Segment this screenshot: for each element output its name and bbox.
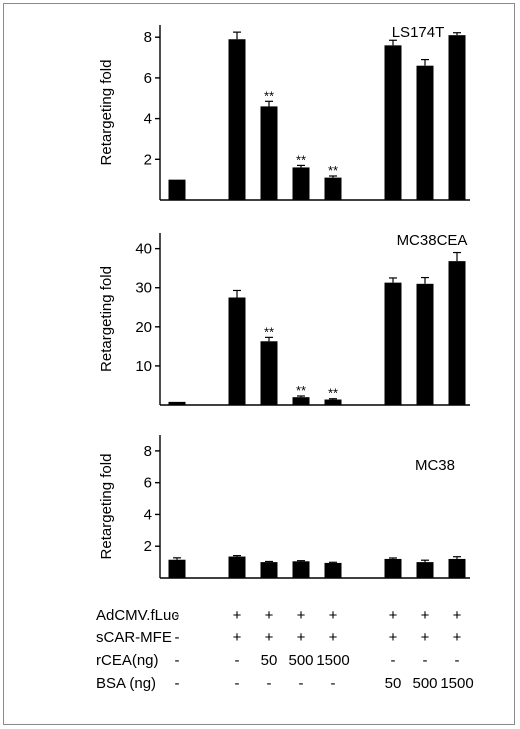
condition-value: - — [175, 652, 180, 669]
panel-title: MC38CEA — [397, 232, 468, 249]
y-tick-label: 6 — [144, 70, 152, 87]
bar — [384, 558, 402, 578]
bar — [416, 562, 434, 578]
bar — [228, 556, 246, 578]
condition-label: rCEA(ng) — [96, 652, 159, 669]
bar — [448, 558, 466, 578]
condition-value: - — [235, 652, 240, 669]
bar — [260, 106, 278, 200]
bar — [384, 45, 402, 200]
condition-value: - — [175, 675, 180, 692]
bar — [292, 561, 310, 578]
bar — [324, 177, 342, 200]
condition-value: + — [329, 607, 338, 624]
condition-label: BSA (ng) — [96, 675, 156, 692]
condition-value: + — [265, 629, 274, 646]
bar — [228, 297, 246, 405]
bar — [260, 562, 278, 578]
significance-label: ** — [264, 88, 274, 103]
y-axis-label: Retargeting fold — [98, 266, 115, 372]
condition-value: - — [299, 675, 304, 692]
condition-value: + — [329, 629, 338, 646]
panel-title: LS174T — [392, 24, 445, 41]
condition-value: - — [423, 652, 428, 669]
condition-value: + — [453, 607, 462, 624]
y-tick-label: 8 — [144, 443, 152, 460]
condition-value: 500 — [288, 652, 313, 669]
condition-value: 1500 — [316, 652, 349, 669]
condition-value: + — [389, 629, 398, 646]
condition-value: 50 — [261, 652, 278, 669]
y-tick-label: 4 — [144, 506, 152, 523]
bar — [168, 559, 186, 578]
bar — [448, 35, 466, 200]
significance-label: ** — [328, 386, 338, 401]
significance-label: ** — [296, 152, 306, 167]
condition-value: - — [175, 607, 180, 624]
y-tick-label: 6 — [144, 475, 152, 492]
bar — [228, 39, 246, 200]
y-tick-label: 8 — [144, 29, 152, 46]
y-tick-label: 2 — [144, 151, 152, 168]
condition-value: - — [455, 652, 460, 669]
bar — [260, 341, 278, 405]
condition-value: - — [391, 652, 396, 669]
condition-value: + — [233, 629, 242, 646]
condition-value: + — [233, 607, 242, 624]
condition-label: sCAR-MFE — [96, 629, 172, 646]
condition-value: + — [421, 607, 430, 624]
bar — [384, 282, 402, 405]
condition-value: + — [421, 629, 430, 646]
panel-title: MC38 — [415, 457, 455, 474]
y-tick-label: 20 — [135, 319, 152, 336]
bar — [292, 167, 310, 200]
significance-label: ** — [296, 383, 306, 398]
bar — [292, 397, 310, 405]
bar — [416, 65, 434, 200]
y-axis-label: Retargeting fold — [98, 454, 115, 560]
bar — [324, 399, 342, 405]
condition-value: - — [331, 675, 336, 692]
condition-value: 50 — [385, 675, 402, 692]
y-tick-label: 30 — [135, 280, 152, 297]
condition-value: - — [175, 629, 180, 646]
condition-value: + — [453, 629, 462, 646]
figure-frame — [3, 3, 515, 725]
y-tick-label: 40 — [135, 241, 152, 258]
bar — [168, 401, 186, 405]
y-tick-label: 4 — [144, 111, 152, 128]
bar — [168, 179, 186, 200]
y-axis-label: Retargeting fold — [98, 60, 115, 166]
y-tick-label: 2 — [144, 538, 152, 555]
bar — [448, 261, 466, 405]
condition-value: + — [297, 607, 306, 624]
significance-label: ** — [328, 163, 338, 178]
condition-value: - — [267, 675, 272, 692]
bar — [324, 562, 342, 578]
y-tick-label: 10 — [135, 358, 152, 375]
condition-value: 1500 — [440, 675, 473, 692]
condition-value: + — [265, 607, 274, 624]
condition-value: - — [235, 675, 240, 692]
bar — [416, 283, 434, 405]
significance-label: ** — [264, 324, 274, 339]
condition-value: + — [297, 629, 306, 646]
condition-value: 500 — [412, 675, 437, 692]
condition-label: AdCMV.fLuc — [96, 607, 179, 624]
condition-value: + — [389, 607, 398, 624]
